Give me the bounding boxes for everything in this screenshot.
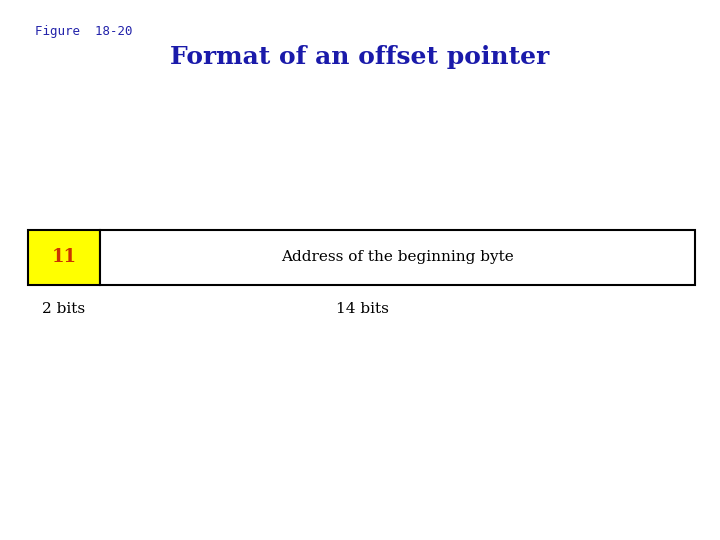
Bar — [100, 230, 695, 285]
Text: Address of the beginning byte: Address of the beginning byte — [281, 251, 514, 265]
Text: Figure  18-20: Figure 18-20 — [35, 25, 132, 38]
Text: 14 bits: 14 bits — [336, 302, 388, 316]
Text: Format of an offset pointer: Format of an offset pointer — [171, 45, 549, 69]
Bar — [28, 230, 100, 285]
Text: 2 bits: 2 bits — [42, 302, 86, 316]
Text: 11: 11 — [52, 248, 76, 267]
